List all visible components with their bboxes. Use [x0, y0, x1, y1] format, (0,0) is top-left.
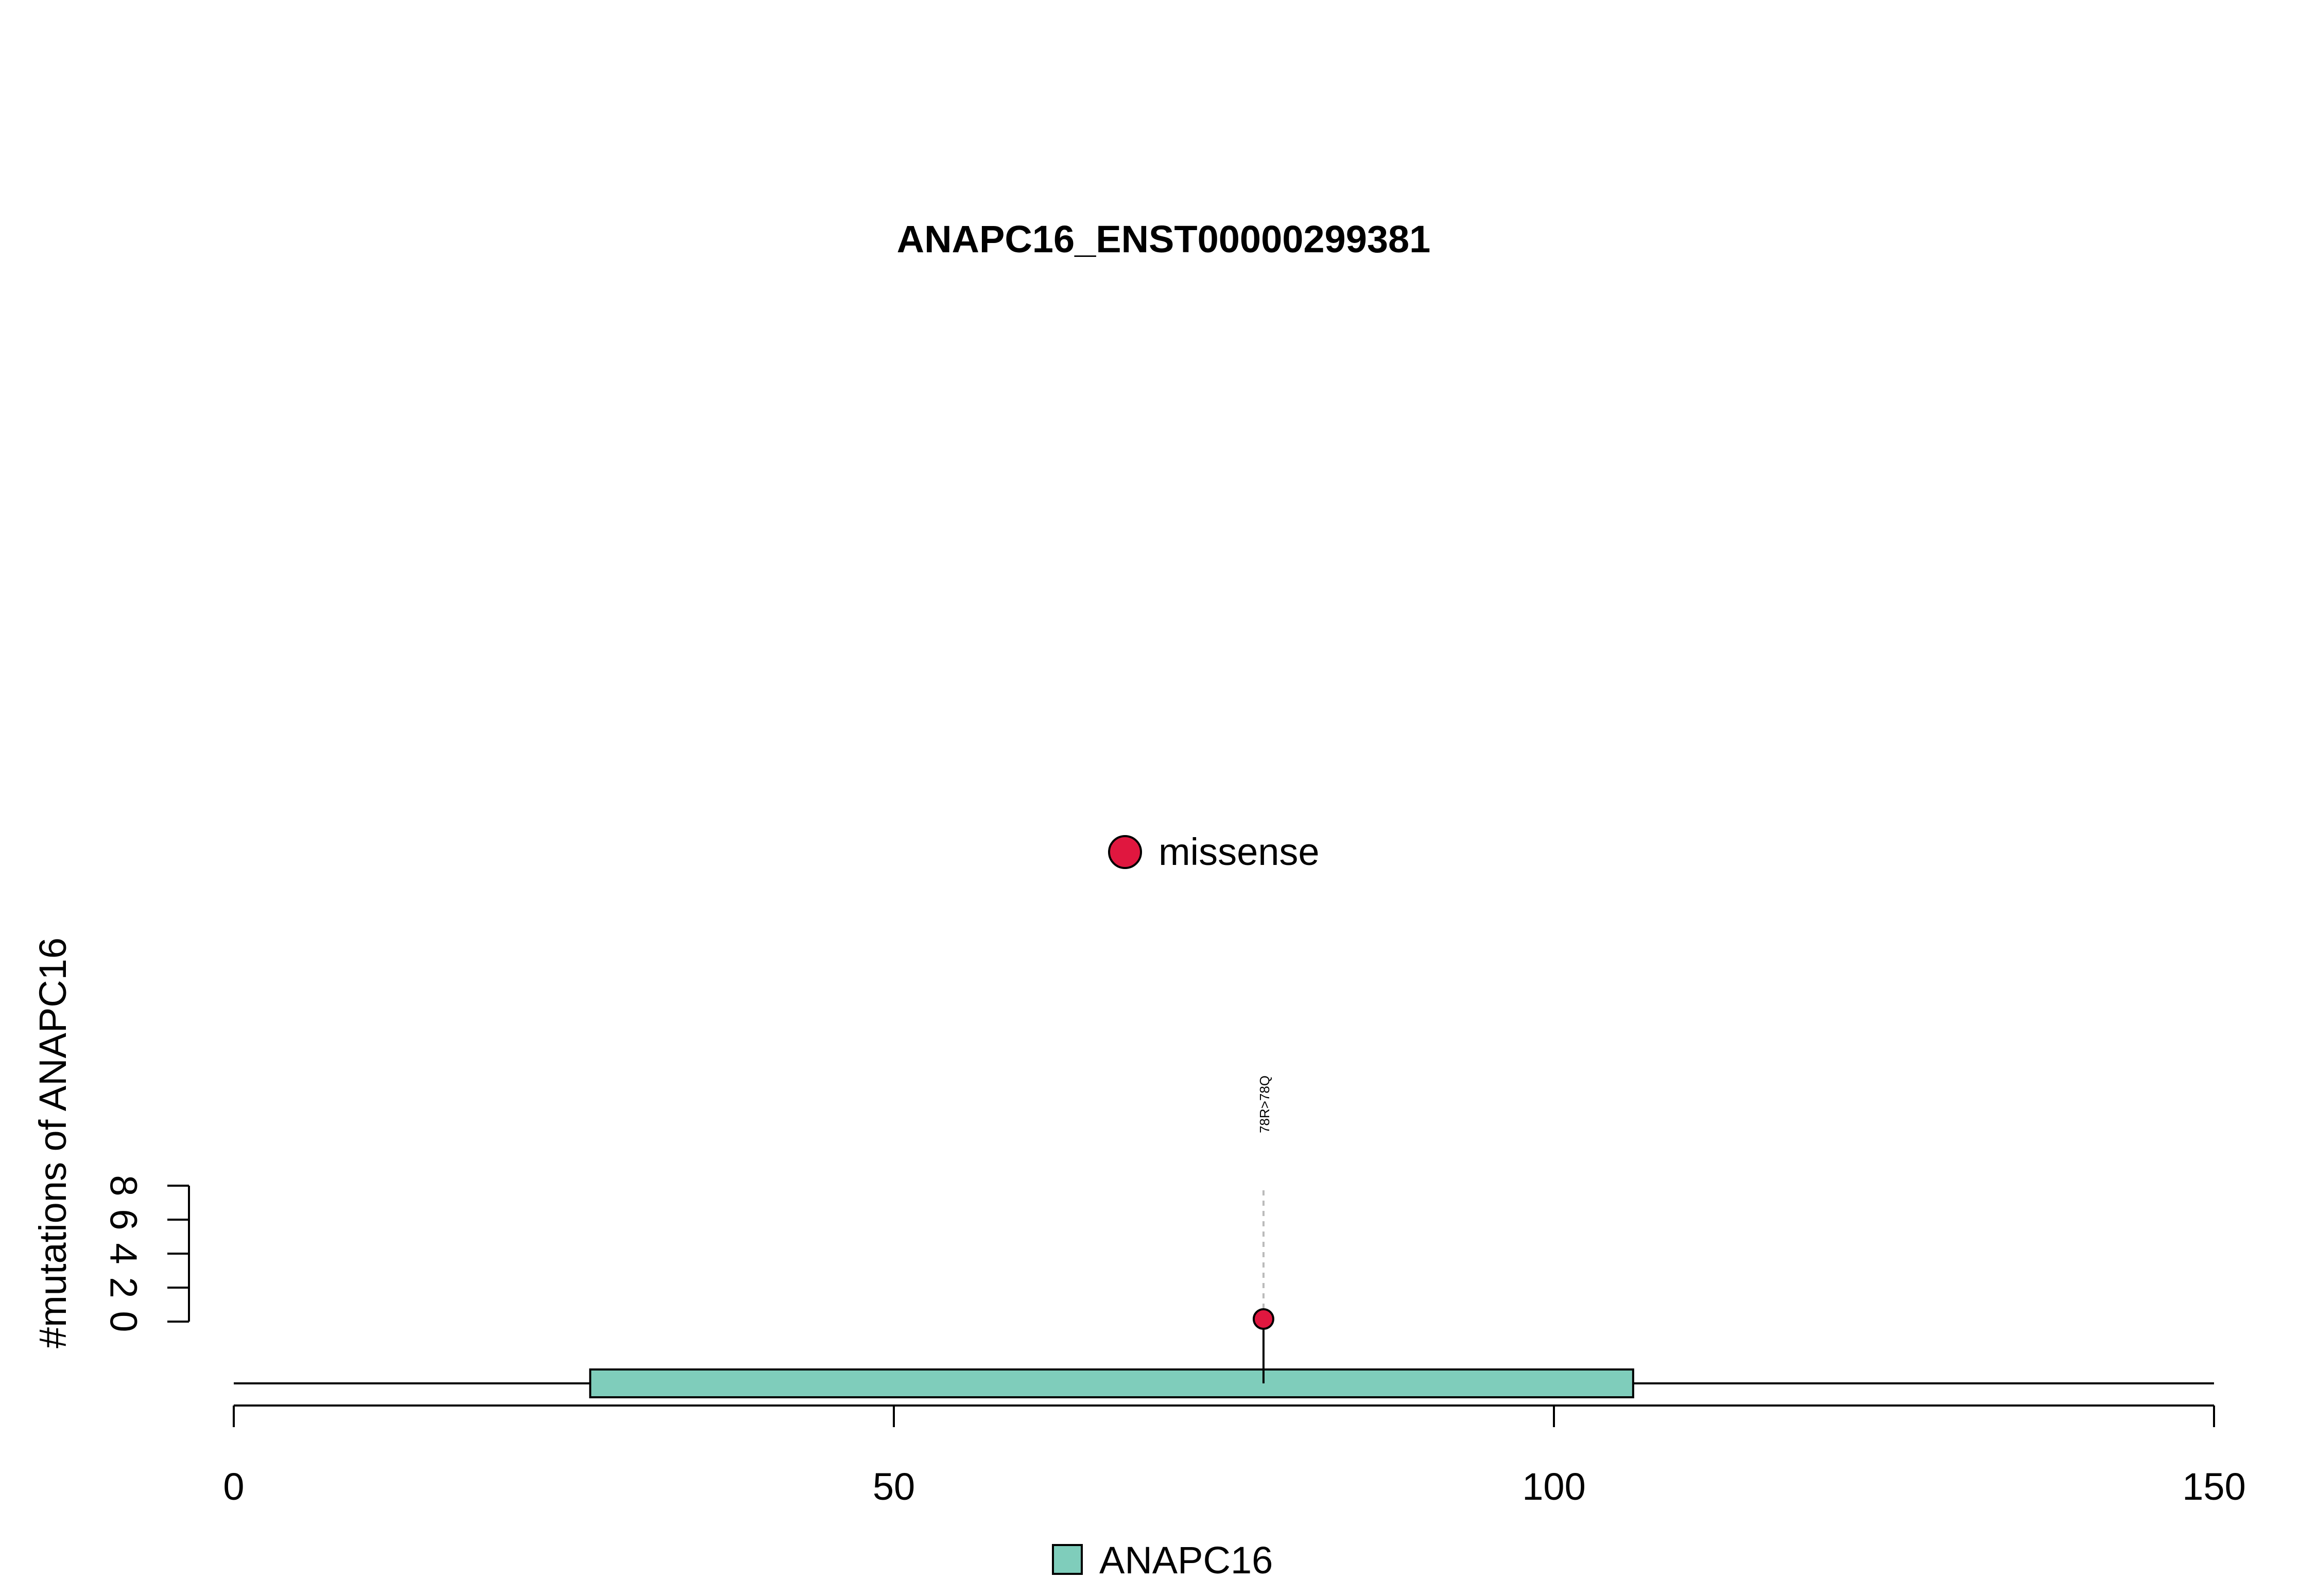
x-axis: 0 50 100 150: [223, 1404, 2246, 1508]
domain-anapc16: [589, 1368, 1634, 1398]
domain-legend: ANAPC16: [1052, 1539, 1273, 1582]
mutation-marker: [1252, 1308, 1274, 1330]
chart-title: ANAPC16_ENST00000299381: [897, 218, 1431, 261]
protein-backbone: [234, 1368, 2214, 1398]
y-tick-label: 8: [102, 1175, 145, 1196]
y-axis-label: #mutations of ANAPC16: [31, 938, 74, 1348]
x-tick-label: 150: [2182, 1465, 2245, 1508]
mutation-label: 78R>78Q: [1257, 1075, 1272, 1133]
y-tick-label: 0: [102, 1311, 145, 1332]
x-tick-label: 100: [1522, 1465, 1585, 1508]
y-tick-label: 4: [102, 1243, 145, 1264]
missense-legend-marker: [1108, 835, 1142, 869]
y-tick-label: 6: [102, 1209, 145, 1230]
anapc16-legend-swatch: [1052, 1544, 1083, 1575]
anapc16-legend-label: ANAPC16: [1099, 1539, 1273, 1582]
missense-legend-label: missense: [1158, 830, 1320, 873]
y-tick-label: 2: [102, 1277, 145, 1298]
mutation-lollipops: 78R>78Q: [1252, 1075, 1274, 1383]
x-tick-label: 50: [873, 1465, 915, 1508]
mutation-legend: missense: [1108, 830, 1320, 873]
x-tick-label: 0: [223, 1465, 244, 1508]
y-axis: 0 2 4 6 8: [102, 1175, 190, 1332]
